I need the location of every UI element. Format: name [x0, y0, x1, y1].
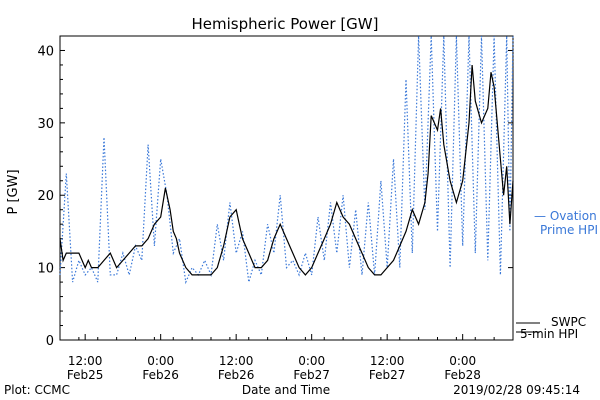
y-tick-label: 20	[37, 189, 54, 204]
swpc-label-line2: 5-min HPI	[520, 327, 578, 341]
x-tick-time-label: 0:00	[449, 354, 476, 368]
series-layer	[59, 35, 514, 285]
series-line-swpc	[59, 64, 514, 276]
x-axis-ticks: 12:00Feb250:00Feb2612:00Feb260:00Feb2712…	[59, 334, 514, 382]
y-axis-label: P [GW]	[6, 169, 21, 214]
y-axis-ticks: 0 10 20 30 40	[37, 35, 513, 349]
x-tick-date-label: Feb28	[444, 368, 481, 382]
plot-credit: Plot: CCMC	[4, 383, 70, 397]
x-tick-time-label: 0:00	[298, 354, 325, 368]
x-axis-label: Date and Time	[242, 383, 330, 397]
timestamp: 2019/02/28 09:45:14	[453, 383, 580, 397]
plot-frame	[59, 35, 514, 341]
x-tick-date-label: Feb26	[218, 368, 255, 382]
x-tick-time-label: 12:00	[370, 354, 405, 368]
x-tick-date-label: Feb26	[142, 368, 179, 382]
series-line-ovation	[59, 35, 514, 285]
y-tick-label: 40	[37, 44, 54, 59]
ovation-label-line1: — Ovation	[534, 209, 597, 223]
chart-title: Hemispheric Power [GW]	[192, 15, 379, 33]
y-tick-label: 10	[37, 262, 54, 277]
y-tick-label: 0	[46, 334, 54, 349]
swpc-label-line1: SWPC	[551, 315, 586, 329]
x-tick-time-label: 0:00	[147, 354, 174, 368]
x-tick-date-label: Feb25	[67, 368, 104, 382]
x-tick-time-label: 12:00	[219, 354, 254, 368]
ovation-label-line2: Prime HPI	[540, 223, 598, 237]
x-tick-time-label: 12:00	[68, 354, 103, 368]
x-tick-date-label: Feb27	[369, 368, 406, 382]
x-tick-date-label: Feb27	[293, 368, 330, 382]
y-tick-label: 30	[37, 117, 54, 132]
